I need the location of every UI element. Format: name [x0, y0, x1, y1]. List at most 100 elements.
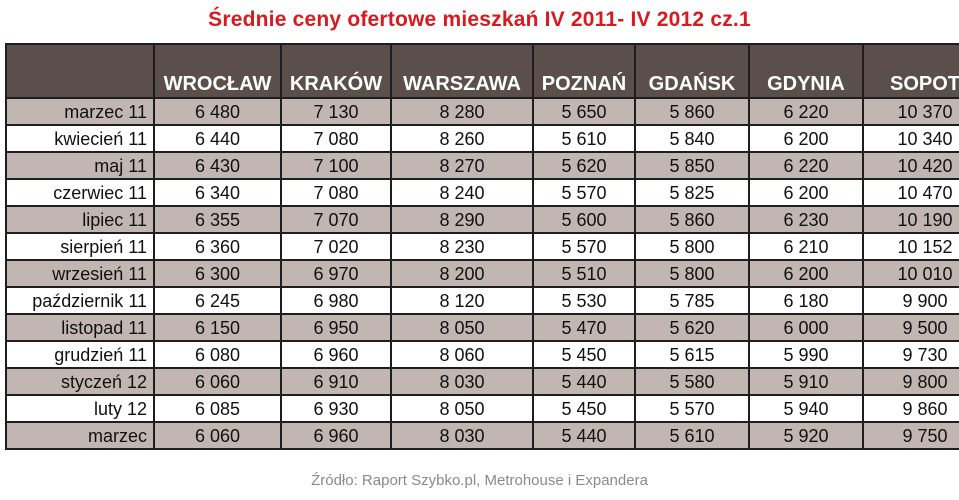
price-cell: 5 840 [634, 124, 750, 153]
row-label: luty 12 [5, 394, 155, 423]
column-header: WARSZAWA [390, 43, 534, 99]
price-cell: 5 620 [532, 151, 636, 180]
price-cell: 5 650 [532, 97, 636, 126]
price-cell: 5 440 [532, 367, 636, 396]
price-cell: 5 440 [532, 421, 636, 450]
price-cell: 6 085 [153, 394, 282, 423]
price-cell: 6 430 [153, 151, 282, 180]
price-cell: 6 060 [153, 421, 282, 450]
price-cell: 6 060 [153, 367, 282, 396]
price-cell: 7 130 [280, 97, 392, 126]
price-cell: 6 910 [280, 367, 392, 396]
price-cell: 6 200 [748, 178, 864, 207]
price-cell: 6 200 [748, 259, 864, 288]
price-cell: 5 610 [634, 421, 750, 450]
source-note: Źródło: Raport Szybko.pl, Metrohouse i E… [311, 472, 648, 489]
price-cell: 5 910 [748, 367, 864, 396]
price-cell: 5 580 [634, 367, 750, 396]
table-row: grudzień 11 6 080 6 960 8 060 5 450 5 615 5 99… [5, 340, 959, 369]
price-cell: 9 900 [862, 286, 959, 315]
table-row: sierpień 11 6 360 7 020 8 230 5 570 5 800 6 21… [5, 232, 959, 261]
price-cell: 6 000 [748, 313, 864, 342]
price-cell: 8 050 [390, 313, 534, 342]
price-cell: 5 860 [634, 97, 750, 126]
price-cell: 5 850 [634, 151, 750, 180]
price-cell: 6 960 [280, 421, 392, 450]
header-corner-cell [5, 43, 155, 99]
table-row: marzec 6 060 6 960 8 030 5 440 5 610 5 920 9 75… [5, 421, 959, 450]
row-label: styczeń 12 [5, 367, 155, 396]
price-cell: 6 230 [748, 205, 864, 234]
price-cell: 6 440 [153, 124, 282, 153]
price-table: WROCŁAW KRAKÓW WARSZAWA POZNAŃ GDAŃSK GDYNIA S… [5, 43, 959, 450]
price-cell: 8 260 [390, 124, 534, 153]
row-label: listopad 11 [5, 313, 155, 342]
price-cell: 5 570 [634, 394, 750, 423]
column-header: SOPOT [862, 43, 959, 99]
table-row: luty 12 6 085 6 930 8 050 5 450 5 570 5 940 9 8… [5, 394, 959, 423]
price-cell: 6 970 [280, 259, 392, 288]
price-cell: 10 010 [862, 259, 959, 288]
price-cell: 8 030 [390, 367, 534, 396]
price-cell: 7 070 [280, 205, 392, 234]
price-cell: 5 920 [748, 421, 864, 450]
table-row: czerwiec 11 6 340 7 080 8 240 5 570 5 825 6 20… [5, 178, 959, 207]
table-row: marzec 11 6 480 7 130 8 280 5 650 5 860 6 220 1… [5, 97, 959, 126]
price-cell: 5 470 [532, 313, 636, 342]
price-cell: 7 020 [280, 232, 392, 261]
row-label: październik 11 [5, 286, 155, 315]
table-row: listopad 11 6 150 6 950 8 050 5 470 5 620 6 00… [5, 313, 959, 342]
price-cell: 5 825 [634, 178, 750, 207]
price-cell: 6 080 [153, 340, 282, 369]
table-row: styczeń 12 6 060 6 910 8 030 5 440 5 580 5 910… [5, 367, 959, 396]
price-cell: 6 220 [748, 151, 864, 180]
table-row: wrzesień 11 6 300 6 970 8 200 5 510 5 800 6 20… [5, 259, 959, 288]
price-cell: 6 340 [153, 178, 282, 207]
price-cell: 9 730 [862, 340, 959, 369]
chart-title: Średnie ceny ofertowe mieszkań IV 2011- … [208, 8, 751, 31]
column-header: POZNAŃ [532, 43, 636, 99]
column-header: KRAKÓW [280, 43, 392, 99]
price-cell: 7 080 [280, 124, 392, 153]
row-label: sierpień 11 [5, 232, 155, 261]
price-cell: 5 620 [634, 313, 750, 342]
row-label: marzec 11 [5, 97, 155, 126]
price-cell: 6 200 [748, 124, 864, 153]
price-cell: 5 570 [532, 232, 636, 261]
price-cell: 6 210 [748, 232, 864, 261]
price-cell: 10 470 [862, 178, 959, 207]
row-label: marzec [5, 421, 155, 450]
price-cell: 6 355 [153, 205, 282, 234]
price-cell: 6 245 [153, 286, 282, 315]
price-cell: 9 750 [862, 421, 959, 450]
price-cell: 8 120 [390, 286, 534, 315]
price-cell: 6 950 [280, 313, 392, 342]
price-cell: 5 860 [634, 205, 750, 234]
row-label: wrzesień 11 [5, 259, 155, 288]
table-row: kwiecień 11 6 440 7 080 8 260 5 610 5 840 6 20… [5, 124, 959, 153]
price-cell: 5 450 [532, 394, 636, 423]
price-cell: 5 800 [634, 232, 750, 261]
table-body: marzec 11 6 480 7 130 8 280 5 650 5 860 6 220 1… [5, 97, 959, 450]
price-cell: 5 990 [748, 340, 864, 369]
price-cell: 8 270 [390, 151, 534, 180]
price-cell: 10 152 [862, 232, 959, 261]
price-cell: 8 060 [390, 340, 534, 369]
price-cell: 6 960 [280, 340, 392, 369]
price-cell: 5 610 [532, 124, 636, 153]
price-cell: 8 240 [390, 178, 534, 207]
table-row: październik 11 6 245 6 980 8 120 5 530 5 785 6… [5, 286, 959, 315]
price-cell: 8 030 [390, 421, 534, 450]
price-cell: 5 940 [748, 394, 864, 423]
price-cell: 8 290 [390, 205, 534, 234]
price-cell: 6 360 [153, 232, 282, 261]
price-cell: 10 340 [862, 124, 959, 153]
row-label: lipiec 11 [5, 205, 155, 234]
price-cell: 7 100 [280, 151, 392, 180]
price-cell: 6 150 [153, 313, 282, 342]
price-cell: 9 860 [862, 394, 959, 423]
price-cell: 9 500 [862, 313, 959, 342]
table-header-row: WROCŁAW KRAKÓW WARSZAWA POZNAŃ GDAŃSK GDYNIA S… [5, 43, 959, 99]
column-header: GDAŃSK [634, 43, 750, 99]
price-cell: 8 050 [390, 394, 534, 423]
